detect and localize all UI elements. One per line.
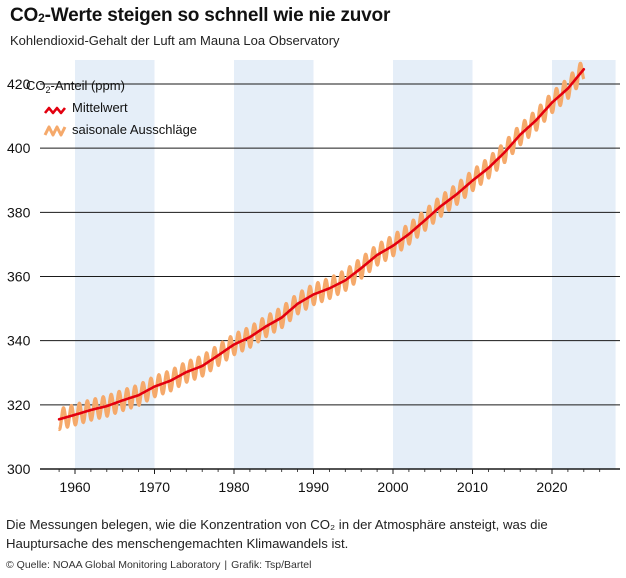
y-tick-label-340: 340	[7, 333, 31, 349]
x-tick-label-1960: 1960	[59, 479, 90, 495]
chart-subtitle: Kohlendioxid-Gehalt der Luft am Mauna Lo…	[10, 33, 340, 48]
legend-mean-swatch	[43, 106, 67, 115]
source-separator: |	[224, 559, 228, 571]
source-text: © Quelle: NOAA Global Monitoring Laborat…	[6, 559, 221, 571]
decade-band-2000	[393, 60, 473, 469]
source-line: © Quelle: NOAA Global Monitoring Laborat…	[6, 559, 311, 571]
y-axis-label: CO2-Anteil (ppm)	[26, 78, 125, 95]
legend-mean-label: Mittelwert	[72, 100, 128, 115]
graphic-credit: Grafik: Tsp/Bartel	[231, 559, 312, 571]
decade-band-1980	[234, 60, 314, 469]
y-tick-label-300: 300	[7, 461, 31, 477]
x-tick-label-2010: 2010	[457, 479, 488, 495]
y-tick-label-420: 420	[7, 76, 31, 92]
y-tick-label-380: 380	[7, 204, 31, 220]
decade-band-2020	[552, 60, 616, 469]
y-tick-label-320: 320	[7, 397, 31, 413]
mean-series-line	[57, 67, 586, 421]
y-tick-label-360: 360	[7, 269, 31, 285]
x-tick-label-1980: 1980	[218, 479, 249, 495]
legend-seasonal-label: saisonale Ausschläge	[72, 122, 197, 137]
chart-legend: CO2-Anteil (ppm) Mittelwert saisonale Au…	[26, 78, 197, 137]
x-tick-label-1970: 1970	[139, 479, 170, 495]
x-tick-label-2020: 2020	[536, 479, 567, 495]
chart-caption: Die Messungen belegen, wie die Konzentra…	[6, 517, 548, 551]
y-tick-label-400: 400	[7, 140, 31, 156]
chart-title: CO2-Werte steigen so schnell wie nie zuv…	[10, 5, 391, 26]
x-tick-label-1990: 1990	[298, 479, 329, 495]
seasonal-series-line	[57, 61, 586, 432]
legend-seasonal-swatch	[43, 125, 67, 137]
x-tick-label-2000: 2000	[377, 479, 408, 495]
